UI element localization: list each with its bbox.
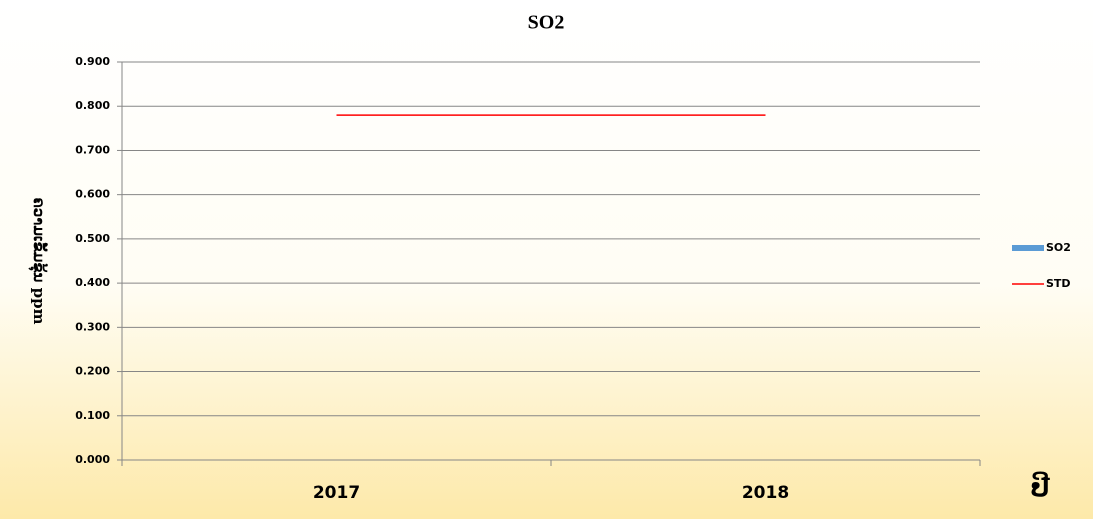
y-tick-label: 0.800 xyxy=(75,99,110,112)
y-tick-label: 0.100 xyxy=(75,409,110,422)
y-axis-label: ຄວາມເຂັ້ມຂຸ້ນ ppm xyxy=(28,197,49,324)
y-tick-label: 0.300 xyxy=(75,320,110,333)
y-tick-label: 0.400 xyxy=(75,276,110,289)
y-tick-label: 0.200 xyxy=(75,365,110,378)
legend-label: SO2 xyxy=(1046,241,1071,254)
y-tick-label: 0.900 xyxy=(75,55,110,68)
x-axis-label: ປີ xyxy=(1031,471,1051,504)
legend-label: STD xyxy=(1046,277,1071,290)
y-tick-label: 0.700 xyxy=(75,143,110,156)
chart-title: SO2 xyxy=(528,12,565,34)
y-tick-label: 0.600 xyxy=(75,188,110,201)
y-tick-label: 0.000 xyxy=(75,453,110,466)
x-tick-label: 2017 xyxy=(313,483,360,503)
legend-swatch xyxy=(1012,245,1044,251)
y-tick-label: 0.500 xyxy=(75,232,110,245)
x-tick-label: 2018 xyxy=(742,483,789,503)
